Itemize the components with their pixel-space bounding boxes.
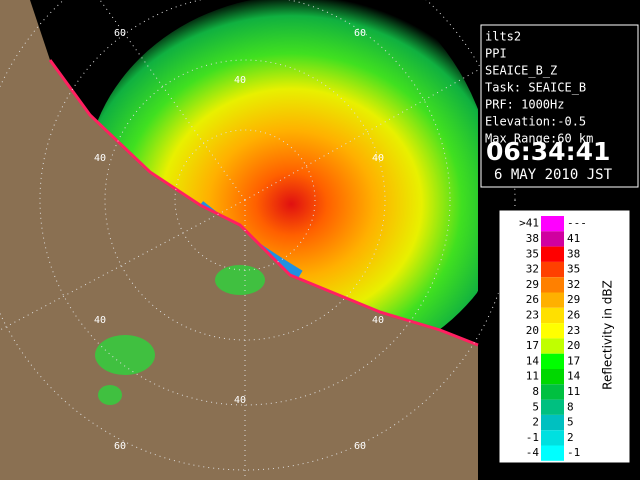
legend-low: 5 (532, 400, 539, 413)
range-label: 60 (354, 28, 366, 39)
info-line: ilts2 (485, 30, 521, 44)
date: 6 MAY 2010 JST (494, 167, 613, 183)
legend-swatch (541, 231, 564, 247)
range-label: 60 (114, 28, 126, 39)
legend-swatch (541, 246, 564, 262)
info-line: Max Range:60 km (485, 132, 593, 146)
legend-high: 17 (567, 354, 580, 367)
range-rings (0, 0, 516, 480)
legend-high: 41 (567, 232, 580, 245)
legend-swatch (541, 323, 564, 339)
legend-high: 11 (567, 385, 580, 398)
legend-low: 29 (526, 278, 539, 291)
coastline (48, 59, 479, 347)
legend-swatch (541, 369, 564, 385)
range-label: 40 (94, 315, 106, 326)
legend-swatch (541, 430, 564, 446)
legend-swatch (541, 399, 564, 415)
legend-high: -1 (567, 446, 580, 459)
legend-swatch (541, 292, 564, 308)
range-label: 40 (234, 75, 246, 86)
legend-high: 14 (567, 370, 581, 383)
range-label: 40 (372, 153, 384, 164)
legend-swatch (541, 277, 564, 293)
legend-low: 14 (526, 354, 540, 367)
time: 06:34:41 (486, 137, 610, 166)
info-line: PPI (485, 47, 507, 61)
legend-high: 26 (567, 308, 580, 321)
legend-low: 35 (526, 247, 539, 260)
legend-high: --- (567, 217, 587, 230)
range-label: 40 (234, 395, 246, 406)
legend-swatch (541, 414, 564, 431)
legend-swatch (541, 384, 564, 400)
legend-swatch (541, 307, 564, 324)
legend-swatch (541, 216, 564, 232)
range-label: 40 (94, 153, 106, 164)
legend-high: 20 (567, 339, 580, 352)
legend-low: 26 (526, 293, 539, 306)
legend-low: 32 (526, 263, 539, 276)
legend-box (498, 209, 631, 464)
legend: >41 --- 38 41 35 38 32 35 29 32 26 29 23 26 20 23 17 20 14… (498, 209, 631, 464)
legend-swatch (541, 445, 564, 461)
info-panel: ilts2 PPI SEAICE_B_Z Task: SEAICE_B PRF: 100… (480, 24, 639, 188)
legend-high: 35 (567, 263, 580, 276)
legend-low: 2 (532, 416, 539, 429)
legend-low: >41 (519, 217, 539, 230)
legend-low: -1 (526, 431, 539, 444)
legend-low: 20 (526, 324, 539, 337)
range-label: 60 (114, 441, 126, 452)
info-line: PRF: 1000Hz (485, 98, 564, 112)
legend-low: 17 (526, 339, 539, 352)
info-line: SEAICE_B_Z (485, 64, 557, 78)
legend-low: 23 (526, 308, 539, 321)
legend-low: -4 (526, 446, 540, 459)
legend-swatch (541, 353, 564, 369)
legend-title: Reflectivity in dBZ (601, 280, 615, 390)
legend-low: 8 (532, 385, 539, 398)
info-line: Elevation:-0.5 (485, 115, 586, 129)
range-label: 40 (372, 315, 384, 326)
legend-swatch (541, 338, 564, 354)
info-line: Task: SEAICE_B (485, 81, 586, 95)
legend-high: 29 (567, 293, 580, 306)
legend-swatch (541, 261, 564, 278)
legend-high: 32 (567, 278, 580, 291)
legend-low: 38 (526, 232, 539, 245)
range-label: 60 (354, 441, 366, 452)
legend-low: 11 (526, 370, 539, 383)
info-border (480, 24, 639, 188)
legend-high: 38 (567, 247, 580, 260)
legend-high: 8 (567, 400, 574, 413)
radar-map: 60 60 40 40 40 40 40 40 60 60 (0, 0, 516, 480)
legend-high: 5 (567, 416, 574, 429)
land-echo (95, 265, 265, 405)
legend-high: 2 (567, 431, 574, 444)
legend-high: 23 (567, 324, 580, 337)
